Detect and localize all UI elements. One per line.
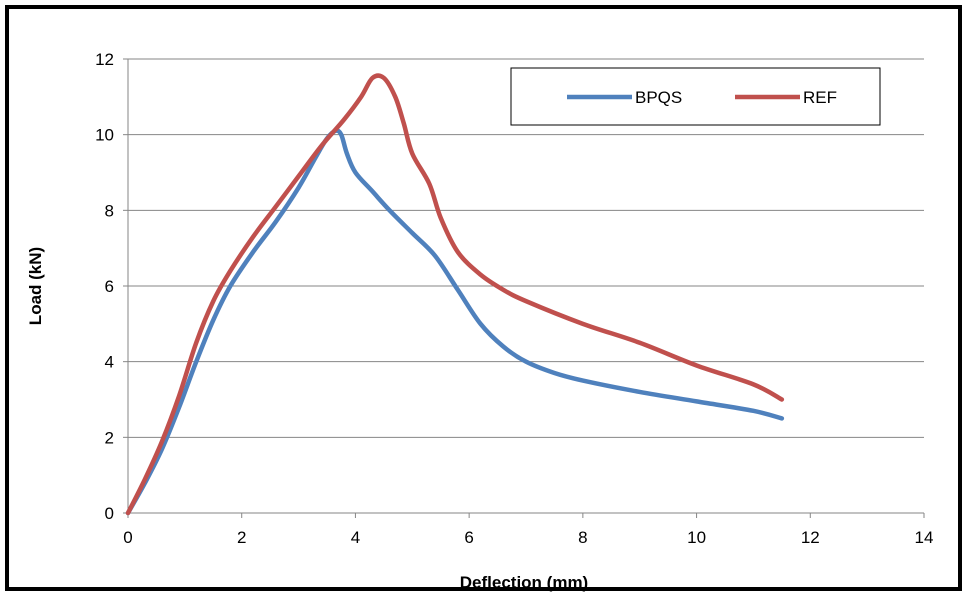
x-tick-label: 10 <box>687 528 706 547</box>
y-tick-label: 4 <box>105 353 114 372</box>
legend-label-bpqs: BPQS <box>635 88 682 107</box>
x-axis-title: Deflection (mm) <box>460 573 588 592</box>
y-axis-title: Load (kN) <box>26 247 45 325</box>
x-tick-label: 2 <box>237 528 246 547</box>
x-tick-label: 0 <box>123 528 132 547</box>
x-tick-label: 4 <box>351 528 360 547</box>
legend-items: BPQS REF <box>567 88 837 107</box>
gridlines <box>128 58 924 438</box>
axes <box>123 58 925 518</box>
series-line-ref <box>125 73 785 516</box>
y-tick-label: 6 <box>105 277 114 296</box>
x-tick-label: 12 <box>801 528 820 547</box>
x-tick-label: 14 <box>915 528 934 547</box>
y-tick-label: 8 <box>105 201 114 220</box>
y-tick-label: 2 <box>105 428 114 447</box>
y-tick-label: 10 <box>95 126 114 145</box>
y-tick-label: 12 <box>95 50 114 69</box>
x-tick-label: 6 <box>464 528 473 547</box>
legend[interactable]: BPQS REF <box>510 67 881 126</box>
x-tick-label: 8 <box>578 528 587 547</box>
y-tick-label: 0 <box>105 504 114 523</box>
tick-labels: 0 2 4 6 8 10 12 0 2 4 6 8 10 12 14 <box>95 50 933 547</box>
legend-label-ref: REF <box>803 88 837 107</box>
series-line-bpqs <box>125 128 785 516</box>
series-lines <box>125 73 785 516</box>
